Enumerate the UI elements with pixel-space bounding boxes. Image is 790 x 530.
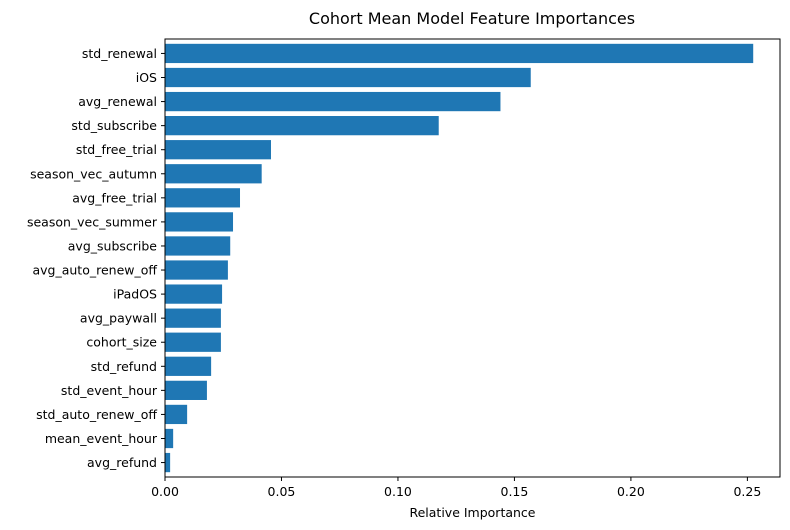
y-tick-label: mean_event_hour: [45, 431, 158, 446]
y-tick-label: season_vec_autumn: [30, 166, 157, 181]
y-tick-label: avg_refund: [87, 455, 157, 470]
chart-title: Cohort Mean Model Feature Importances: [309, 9, 635, 28]
y-tick-label: avg_subscribe: [68, 238, 158, 253]
bar-avg-auto-renew-off: [165, 260, 228, 280]
bar-season-vec-summer: [165, 212, 234, 232]
x-tick-label: 0.15: [501, 484, 529, 499]
bar-avg-free-trial: [165, 188, 241, 208]
y-tick-label: iOS: [136, 70, 157, 85]
bar-cohort-size: [165, 332, 221, 352]
y-tick-label: avg_auto_renew_off: [32, 263, 157, 278]
bar-std-event-hour: [165, 380, 207, 400]
x-tick-label: 0.20: [617, 484, 645, 499]
bar-ipados: [165, 284, 223, 304]
x-axis-ticks: 0.00 0.05 0.10 0.15 0.20 0.25: [151, 477, 761, 499]
y-axis-ticks: std_renewal iOS avg_renewal std_subscribest…: [27, 46, 165, 470]
bar-avg-paywall: [165, 308, 221, 328]
bar-std-refund: [165, 356, 212, 376]
y-tick-label: std_renewal: [82, 46, 157, 61]
plot-frame: [164, 38, 781, 478]
y-tick-label: avg_renewal: [78, 94, 157, 109]
y-tick-label: std_auto_renew_off: [36, 407, 157, 422]
bars-group: [165, 43, 754, 473]
x-tick-label: 0.10: [384, 484, 412, 499]
bar-avg-subscribe: [165, 236, 231, 256]
bar-avg-refund: [165, 452, 171, 473]
y-tick-label: std_refund: [91, 359, 157, 374]
y-tick-label: avg_free_trial: [72, 190, 157, 205]
x-tick-label: 0.25: [733, 484, 761, 499]
x-tick-label: 0.05: [268, 484, 296, 499]
y-tick-label: std_event_hour: [61, 383, 158, 398]
y-tick-label: cohort_size: [86, 335, 157, 350]
y-tick-label: std_subscribe: [71, 118, 157, 133]
bar-std-renewal: [165, 43, 754, 64]
bar-mean-event-hour: [165, 428, 174, 449]
x-tick-label: 0.00: [151, 484, 179, 499]
y-tick-label: season_vec_summer: [27, 214, 158, 229]
x-axis-label: Relative Importance: [409, 505, 535, 520]
bar-std-subscribe: [165, 116, 439, 136]
bar-season-vec-autumn: [165, 164, 262, 184]
y-tick-label: std_free_trial: [76, 142, 157, 157]
bar-std-auto-renew-off: [165, 404, 188, 425]
y-tick-label: avg_paywall: [80, 311, 157, 326]
bar-std-free-trial: [165, 140, 271, 160]
bar-ios: [165, 67, 531, 88]
y-tick-label: iPadOS: [113, 287, 157, 302]
bar-avg-renewal: [165, 91, 501, 112]
